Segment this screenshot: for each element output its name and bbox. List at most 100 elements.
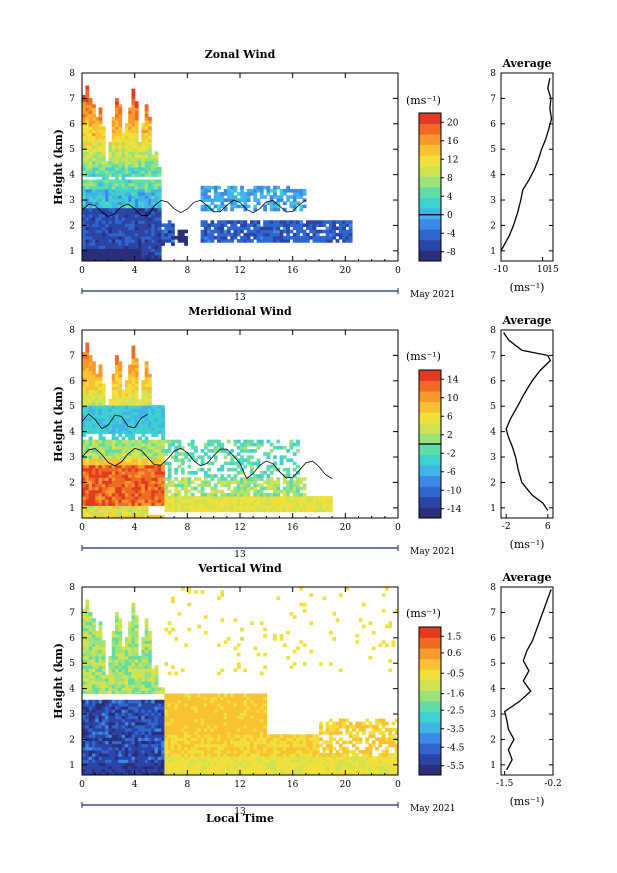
heatmap-cell <box>88 687 93 691</box>
heatmap-cell <box>85 198 90 202</box>
heatmap-cell <box>154 458 159 463</box>
heatmap-cell <box>124 439 129 444</box>
heatmap-cell <box>171 699 175 704</box>
heatmap-cell <box>92 634 96 638</box>
heatmap-cell <box>85 624 90 629</box>
heatmap-cell <box>157 734 162 738</box>
heatmap-cell <box>144 765 149 770</box>
heatmap-cell <box>296 486 300 491</box>
heatmap-cell <box>180 505 185 510</box>
heatmap-cell <box>98 621 103 626</box>
heatmap-cell <box>250 477 254 481</box>
heatmap-cell <box>131 207 136 212</box>
heatmap-cell <box>95 734 100 738</box>
heatmap-cell <box>167 743 172 748</box>
heatmap-cell <box>200 728 205 732</box>
heatmap-cell <box>111 257 116 261</box>
heatmap-cell <box>121 239 126 243</box>
heatmap-cell <box>98 731 103 735</box>
heatmap-cell <box>134 107 139 112</box>
heatmap-cell <box>92 665 96 669</box>
heatmap-cell <box>92 364 96 369</box>
heatmap-cell <box>98 239 103 243</box>
heatmap-cell <box>157 257 162 261</box>
heatmap-cell <box>115 389 119 394</box>
heatmap-cell <box>101 251 106 256</box>
heatmap-cell <box>144 217 149 221</box>
heatmap-cell <box>134 449 139 453</box>
heatmap-cell <box>101 489 106 494</box>
heatmap-cell <box>151 182 156 187</box>
heatmap-cell <box>190 702 195 707</box>
heatmap-cell <box>174 765 179 770</box>
heatmap-cell <box>164 486 169 491</box>
heatmap-cell <box>151 210 156 215</box>
heatmap-cell <box>197 489 202 494</box>
heatmap-cell <box>101 185 106 190</box>
heatmap-cell <box>98 402 103 406</box>
heatmap-cell <box>85 129 90 134</box>
heatmap-cell <box>118 242 123 246</box>
heatmap-cell <box>88 728 93 732</box>
heatmap-cell <box>82 145 86 149</box>
heatmap-cell <box>200 740 205 745</box>
heatmap-cell <box>157 740 162 745</box>
heatmap-cell <box>200 508 205 513</box>
heatmap-cell <box>92 148 96 152</box>
heatmap-cell <box>131 160 136 165</box>
heatmap-cell <box>82 433 86 438</box>
heatmap-cell <box>134 721 139 726</box>
heatmap-cell <box>115 232 119 237</box>
heatmap-cell <box>82 499 86 503</box>
heatmap-cell <box>236 458 241 463</box>
heatmap-cell <box>157 239 162 243</box>
heatmap-cell <box>147 239 152 243</box>
heatmap-cell <box>98 706 103 710</box>
heatmap-cell <box>82 467 86 472</box>
heatmap-cell <box>88 420 93 425</box>
heatmap-cell <box>147 461 152 466</box>
heatmap-cell <box>286 492 291 497</box>
heatmap-cell <box>263 508 267 513</box>
heatmap-cell <box>141 502 146 506</box>
heatmap-cell <box>286 474 291 478</box>
heatmap-cell <box>171 759 175 763</box>
heatmap-cell <box>210 439 215 444</box>
heatmap-cell <box>121 461 126 466</box>
heatmap-cell <box>213 195 218 199</box>
heatmap-cell <box>108 753 113 757</box>
heatmap-cell <box>92 398 96 403</box>
heatmap-cell <box>345 232 350 237</box>
heatmap-cell <box>203 715 208 720</box>
heatmap-cell <box>144 380 149 384</box>
heatmap-cell <box>131 192 136 196</box>
heatmap-cell <box>108 765 113 770</box>
heatmap-cell <box>322 496 327 500</box>
heatmap-cell <box>85 630 90 635</box>
heatmap-cell <box>151 718 156 723</box>
heatmap-cell <box>128 486 133 491</box>
heatmap-cell <box>273 229 277 234</box>
heatmap-cell <box>302 496 307 500</box>
tick-label: 3 <box>490 196 496 206</box>
heatmap-cell <box>88 223 93 228</box>
heatmap-cell <box>174 693 179 698</box>
heatmap-cell <box>233 480 238 485</box>
heatmap-cell <box>240 226 244 231</box>
heatmap-cell <box>157 706 162 710</box>
heatmap-cell <box>203 721 208 726</box>
heatmap-cell <box>128 148 133 152</box>
heatmap-cell <box>118 126 123 130</box>
heatmap-cell <box>118 668 123 673</box>
heatmap-cell <box>101 452 106 456</box>
heatmap-cell <box>128 120 133 124</box>
heatmap-cell <box>124 737 129 742</box>
heatmap-cell <box>292 192 297 196</box>
heatmap-cell <box>187 477 192 481</box>
heatmap-cell <box>105 753 109 757</box>
heatmap-cell <box>95 483 100 488</box>
heatmap-cell <box>95 138 100 143</box>
heatmap-cell <box>101 734 106 738</box>
heatmap-cell <box>164 768 169 773</box>
heatmap-cell <box>138 492 142 497</box>
